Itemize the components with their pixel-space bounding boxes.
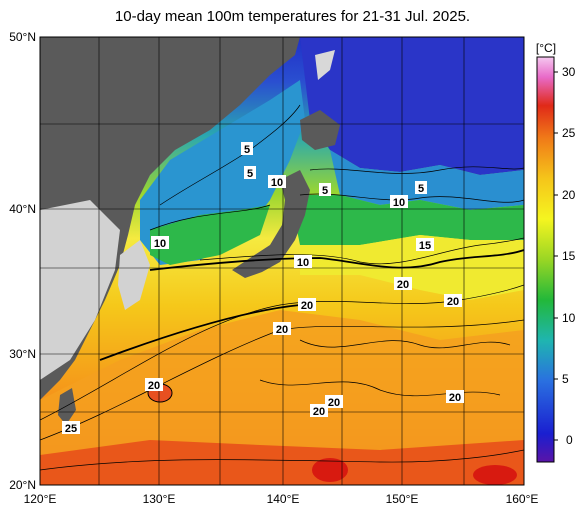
colorbar-tick: 10	[562, 311, 576, 325]
colorbar-tick: 15	[562, 249, 576, 263]
isotherm-label: 20	[449, 392, 461, 404]
isotherm-label: 10	[393, 197, 405, 209]
isotherm-label: 20	[276, 324, 288, 336]
colorbar-tick: 0	[566, 433, 573, 447]
isotherm-label: 20	[148, 380, 160, 392]
grid-lines	[40, 37, 524, 485]
sea-of-japan	[140, 80, 305, 265]
isotherm-label: 10	[154, 238, 166, 250]
map-title: 10-day mean 100m temperatures for 21-31 …	[114, 8, 471, 25]
land-asia	[40, 37, 300, 400]
isotherm-label: 15	[419, 240, 431, 252]
lat-tick-label: 20°N	[9, 478, 36, 492]
colorbar-tick: 25	[562, 126, 576, 140]
lat-tick-label: 50°N	[9, 30, 36, 44]
isotherm-label: 10	[271, 177, 283, 189]
longitude-axis: 120°E 130°E 140°E 150°E 160°E	[24, 492, 539, 506]
map-frame	[39, 36, 525, 486]
colorbar-tick: 20	[562, 188, 576, 202]
isotherm-label: 5	[322, 185, 328, 197]
lon-tick-label: 120°E	[24, 492, 57, 506]
lon-tick-label: 130°E	[143, 492, 176, 506]
colorbar-unit: [°C]	[536, 41, 556, 55]
isotherm-label: 20	[313, 406, 325, 418]
isotherm-label: 5	[247, 168, 253, 180]
isotherm-label: 10	[297, 257, 309, 269]
land-japan	[232, 170, 310, 278]
colorbar: [°C] 30 25 20 15 10 5 0	[536, 41, 576, 463]
isotherm-label: 5	[244, 144, 250, 156]
isotherm-label-group: 5 5 10 5 5 10 10 10 15 20 20 20 20 20 20…	[62, 142, 464, 435]
latitude-axis: 50°N 40°N 30°N 20°N	[9, 30, 36, 492]
lon-tick-label: 140°E	[267, 492, 300, 506]
lat-tick-label: 40°N	[9, 202, 36, 216]
colorbar-gradient	[536, 56, 555, 463]
isotherm-label: 20	[301, 300, 313, 312]
cold-water-region	[300, 37, 524, 175]
isotherm-label: 20	[447, 296, 459, 308]
isotherm-label: 5	[418, 183, 424, 195]
isotherm-label: 20	[328, 397, 340, 409]
colorbar-tick: 30	[562, 65, 576, 79]
isotherm-label: 25	[65, 423, 77, 435]
lat-tick-label: 30°N	[9, 347, 36, 361]
colorbar-tick: 5	[562, 372, 569, 386]
lon-tick-label: 160°E	[506, 492, 539, 506]
map-area	[40, 37, 524, 485]
isotherm-contours	[40, 104, 524, 471]
lon-tick-label: 150°E	[386, 492, 419, 506]
isotherm-label: 20	[397, 279, 409, 291]
mid-latitude-green	[290, 195, 524, 245]
